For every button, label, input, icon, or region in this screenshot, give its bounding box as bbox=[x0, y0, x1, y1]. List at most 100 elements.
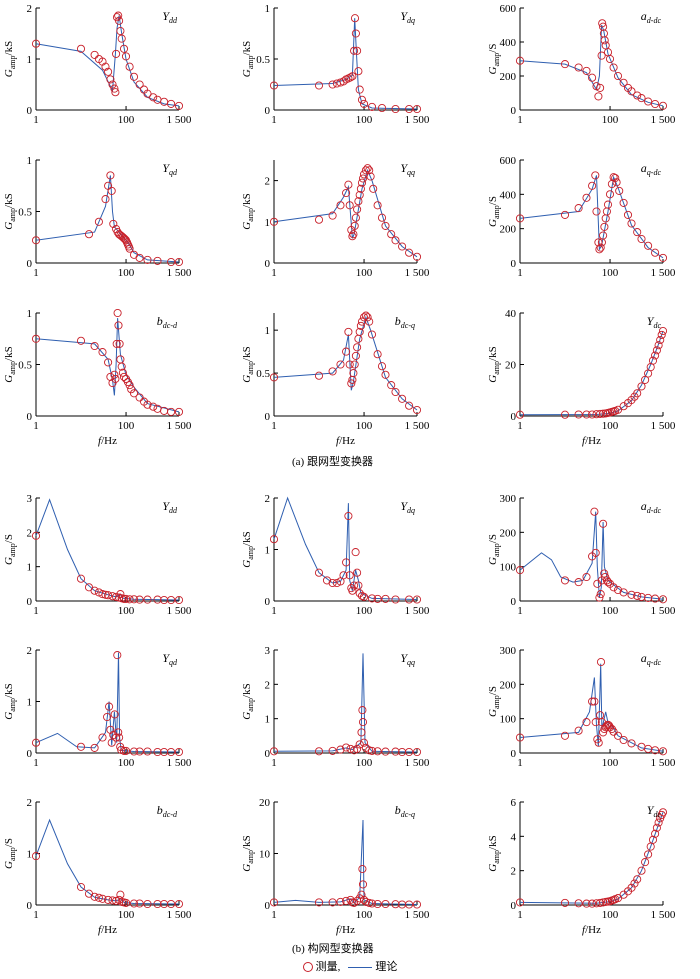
panel-b-9-measured-point-27 bbox=[654, 818, 663, 827]
panel-a-7-y-tick-label-0: 0 bbox=[27, 411, 33, 423]
panel-a-6-x-tick-label-2: 1 500 bbox=[651, 267, 676, 279]
panel-b-8-ylabel: Gamp/kS bbox=[241, 835, 255, 871]
panel-a-3-x-tick-label-2: 1 500 bbox=[651, 114, 676, 126]
panel-a-6-y-tick-label-2: 400 bbox=[500, 189, 517, 201]
panel-a-2-measured-point-22 bbox=[412, 104, 422, 114]
panel-a-8-measured-point-12 bbox=[353, 343, 362, 352]
panel-b-6-measured-point-4 bbox=[588, 697, 597, 706]
panel-b-3-measured-point-8 bbox=[595, 593, 604, 602]
panel-b-4-x-tick-label-0: 1 bbox=[33, 757, 39, 769]
panel-a-1-measured-point-21 bbox=[135, 80, 144, 89]
panel-a-1-measured-point-1 bbox=[76, 44, 86, 53]
panel-a-5-measured-point-6 bbox=[345, 201, 354, 210]
panel-a-2-measured-point-12 bbox=[351, 29, 360, 38]
panel-b-6-x-tick-label-0: 1 bbox=[517, 757, 523, 769]
panel-a-4-measured-point-26 bbox=[174, 257, 184, 267]
panel-b-6-y-tick-label-1: 100 bbox=[500, 714, 517, 726]
panel-b-3-ylabel: Gamp/S bbox=[487, 534, 501, 565]
panel-b-3-measured-point-3 bbox=[582, 572, 591, 582]
panel-a-7-ylabel: Gamp/kS bbox=[3, 346, 17, 382]
panel-a-6-measured-point-24 bbox=[627, 219, 636, 228]
panel-a-4-measured-point-20 bbox=[125, 244, 134, 253]
panel-b-4-measured-point-8 bbox=[109, 730, 118, 740]
panel-a-6-ylabel: Gamp/S bbox=[487, 196, 501, 227]
panel-b-6-measured-point-1 bbox=[560, 731, 570, 740]
panel-b-6-measured-point-22 bbox=[619, 735, 628, 745]
panel-b-6-measured-point-3 bbox=[582, 718, 591, 727]
panel-a-9-measured-point-20 bbox=[637, 382, 646, 391]
panel-b-9-measured-point-20 bbox=[637, 866, 646, 875]
panel-b-3-x-tick-label-2: 1 500 bbox=[651, 605, 676, 617]
panel-b-1-measured-point-16 bbox=[129, 595, 139, 604]
panel-b-3-theory-line bbox=[519, 511, 664, 600]
caption-a: (a) 跟网型变换器 bbox=[292, 456, 373, 468]
panel-a-4-measured-point-6 bbox=[107, 186, 116, 195]
panel-a-3-measured-point-20 bbox=[627, 87, 636, 96]
panel-a-3-measured-point-15 bbox=[605, 54, 615, 64]
panel-b-8-x-tick-label-2: 1 500 bbox=[405, 909, 430, 921]
panel-a-5-measured-point-23 bbox=[369, 184, 378, 193]
panel-b-7-y-tick-label-1: 1 bbox=[27, 849, 33, 861]
panel-b-4-measured-point-5 bbox=[105, 702, 114, 711]
panel-b-5-measured-point-2 bbox=[328, 746, 337, 755]
panel-a-3-x-tick-label-1: 100 bbox=[602, 114, 619, 126]
panel-a-8-xlabel: f/Hz bbox=[336, 435, 355, 447]
panel-a-5-measured-point-24 bbox=[373, 201, 382, 210]
panel-a-7-x-tick-label-2: 1 500 bbox=[167, 420, 192, 432]
panel-b-9-measured-point-18 bbox=[630, 879, 639, 888]
panel-a-4-measured-point-3 bbox=[101, 195, 110, 204]
panel-a-6-measured-point-16 bbox=[605, 190, 615, 199]
panel-a-9-y-tick-label-2: 40 bbox=[505, 308, 517, 320]
panel-b-3-measured-point-1 bbox=[560, 576, 570, 585]
panel-b-1-measured-point-7 bbox=[104, 591, 113, 600]
panel-a-5-measured-point-2 bbox=[328, 211, 337, 220]
panel-b-1-measured-point-9 bbox=[112, 592, 121, 601]
panel-b-6-measured-point-8 bbox=[594, 738, 603, 747]
panel-a-6-measured-point-0 bbox=[515, 214, 525, 223]
panel-a-6-measured-point-15 bbox=[603, 200, 613, 209]
panel-a-6-measured-point-29 bbox=[658, 253, 668, 262]
panel-a-4-y-tick-label-0: 0 bbox=[27, 258, 33, 270]
panel-b-5-measured-point-16 bbox=[373, 747, 382, 756]
panel-b-2-measured-point-21 bbox=[381, 594, 390, 603]
panel-a-1-x-tick-label-1: 100 bbox=[118, 114, 135, 126]
panel-a-9-title: Ydc bbox=[647, 314, 662, 330]
panel-a-1-measured-point-27 bbox=[167, 99, 176, 108]
panel-a-5-measured-point-21 bbox=[365, 166, 374, 175]
panel-b-3-y-tick-label-1: 100 bbox=[500, 562, 517, 574]
panel-a-6-measured-point-20 bbox=[612, 178, 621, 187]
panel-b-8-measured-point-18 bbox=[381, 899, 390, 909]
panel-a-6-theory-line bbox=[519, 175, 664, 259]
caption-b: (b) 构网型变换器 bbox=[292, 943, 374, 955]
panel-b-7-measured-point-13 bbox=[121, 898, 131, 907]
panel-a-2-measured-point-2 bbox=[328, 80, 337, 89]
panel-b-9-y-tick-label-2: 4 bbox=[511, 831, 517, 843]
panel-a-9-x-tick-label-1: 100 bbox=[602, 420, 619, 432]
panel-b-7-measured-point-19 bbox=[167, 899, 176, 909]
panel-b-8-measured-point-15 bbox=[365, 898, 374, 907]
panel-a-3-measured-point-17 bbox=[613, 71, 623, 81]
panel-a-6-measured-point-2 bbox=[574, 204, 583, 213]
panel-a-4-x-tick-label-0: 1 bbox=[33, 267, 39, 279]
panel-a-8-measured-point-17 bbox=[359, 313, 369, 322]
panel-a-5-measured-point-10 bbox=[350, 221, 359, 230]
panel-a-2-measured-point-19 bbox=[377, 103, 387, 113]
panel-b-7-measured-point-17 bbox=[153, 899, 162, 909]
panel-a-4-y-tick-label-2: 1 bbox=[27, 155, 33, 167]
panel-b-9-measured-point-19 bbox=[633, 875, 642, 884]
panel-b-4-ylabel: Gamp/kS bbox=[3, 683, 17, 719]
panel-b-9-measured-point-22 bbox=[644, 850, 653, 859]
panel-a-5-x-tick-label-1: 100 bbox=[356, 267, 373, 279]
panel-b-5-measured-point-18 bbox=[391, 747, 400, 756]
panel-a-4-measured-point-2 bbox=[94, 217, 103, 226]
panel-b-9-x-tick-label-2: 1 500 bbox=[651, 909, 676, 921]
panel-b-9-y-tick-label-1: 2 bbox=[511, 866, 517, 878]
panel-a-1-measured-point-8 bbox=[108, 80, 117, 89]
panel-b-7-x-tick-label-0: 1 bbox=[33, 909, 39, 921]
panel-a-7-measured-point-29 bbox=[174, 407, 184, 416]
panel-b-7-measured-point-4 bbox=[94, 893, 103, 902]
panel-a-4-measured-point-7 bbox=[109, 219, 118, 228]
panel-b-5-y-tick-label-1: 1 bbox=[265, 714, 271, 726]
panel-a-9-measured-point-14 bbox=[613, 405, 623, 414]
